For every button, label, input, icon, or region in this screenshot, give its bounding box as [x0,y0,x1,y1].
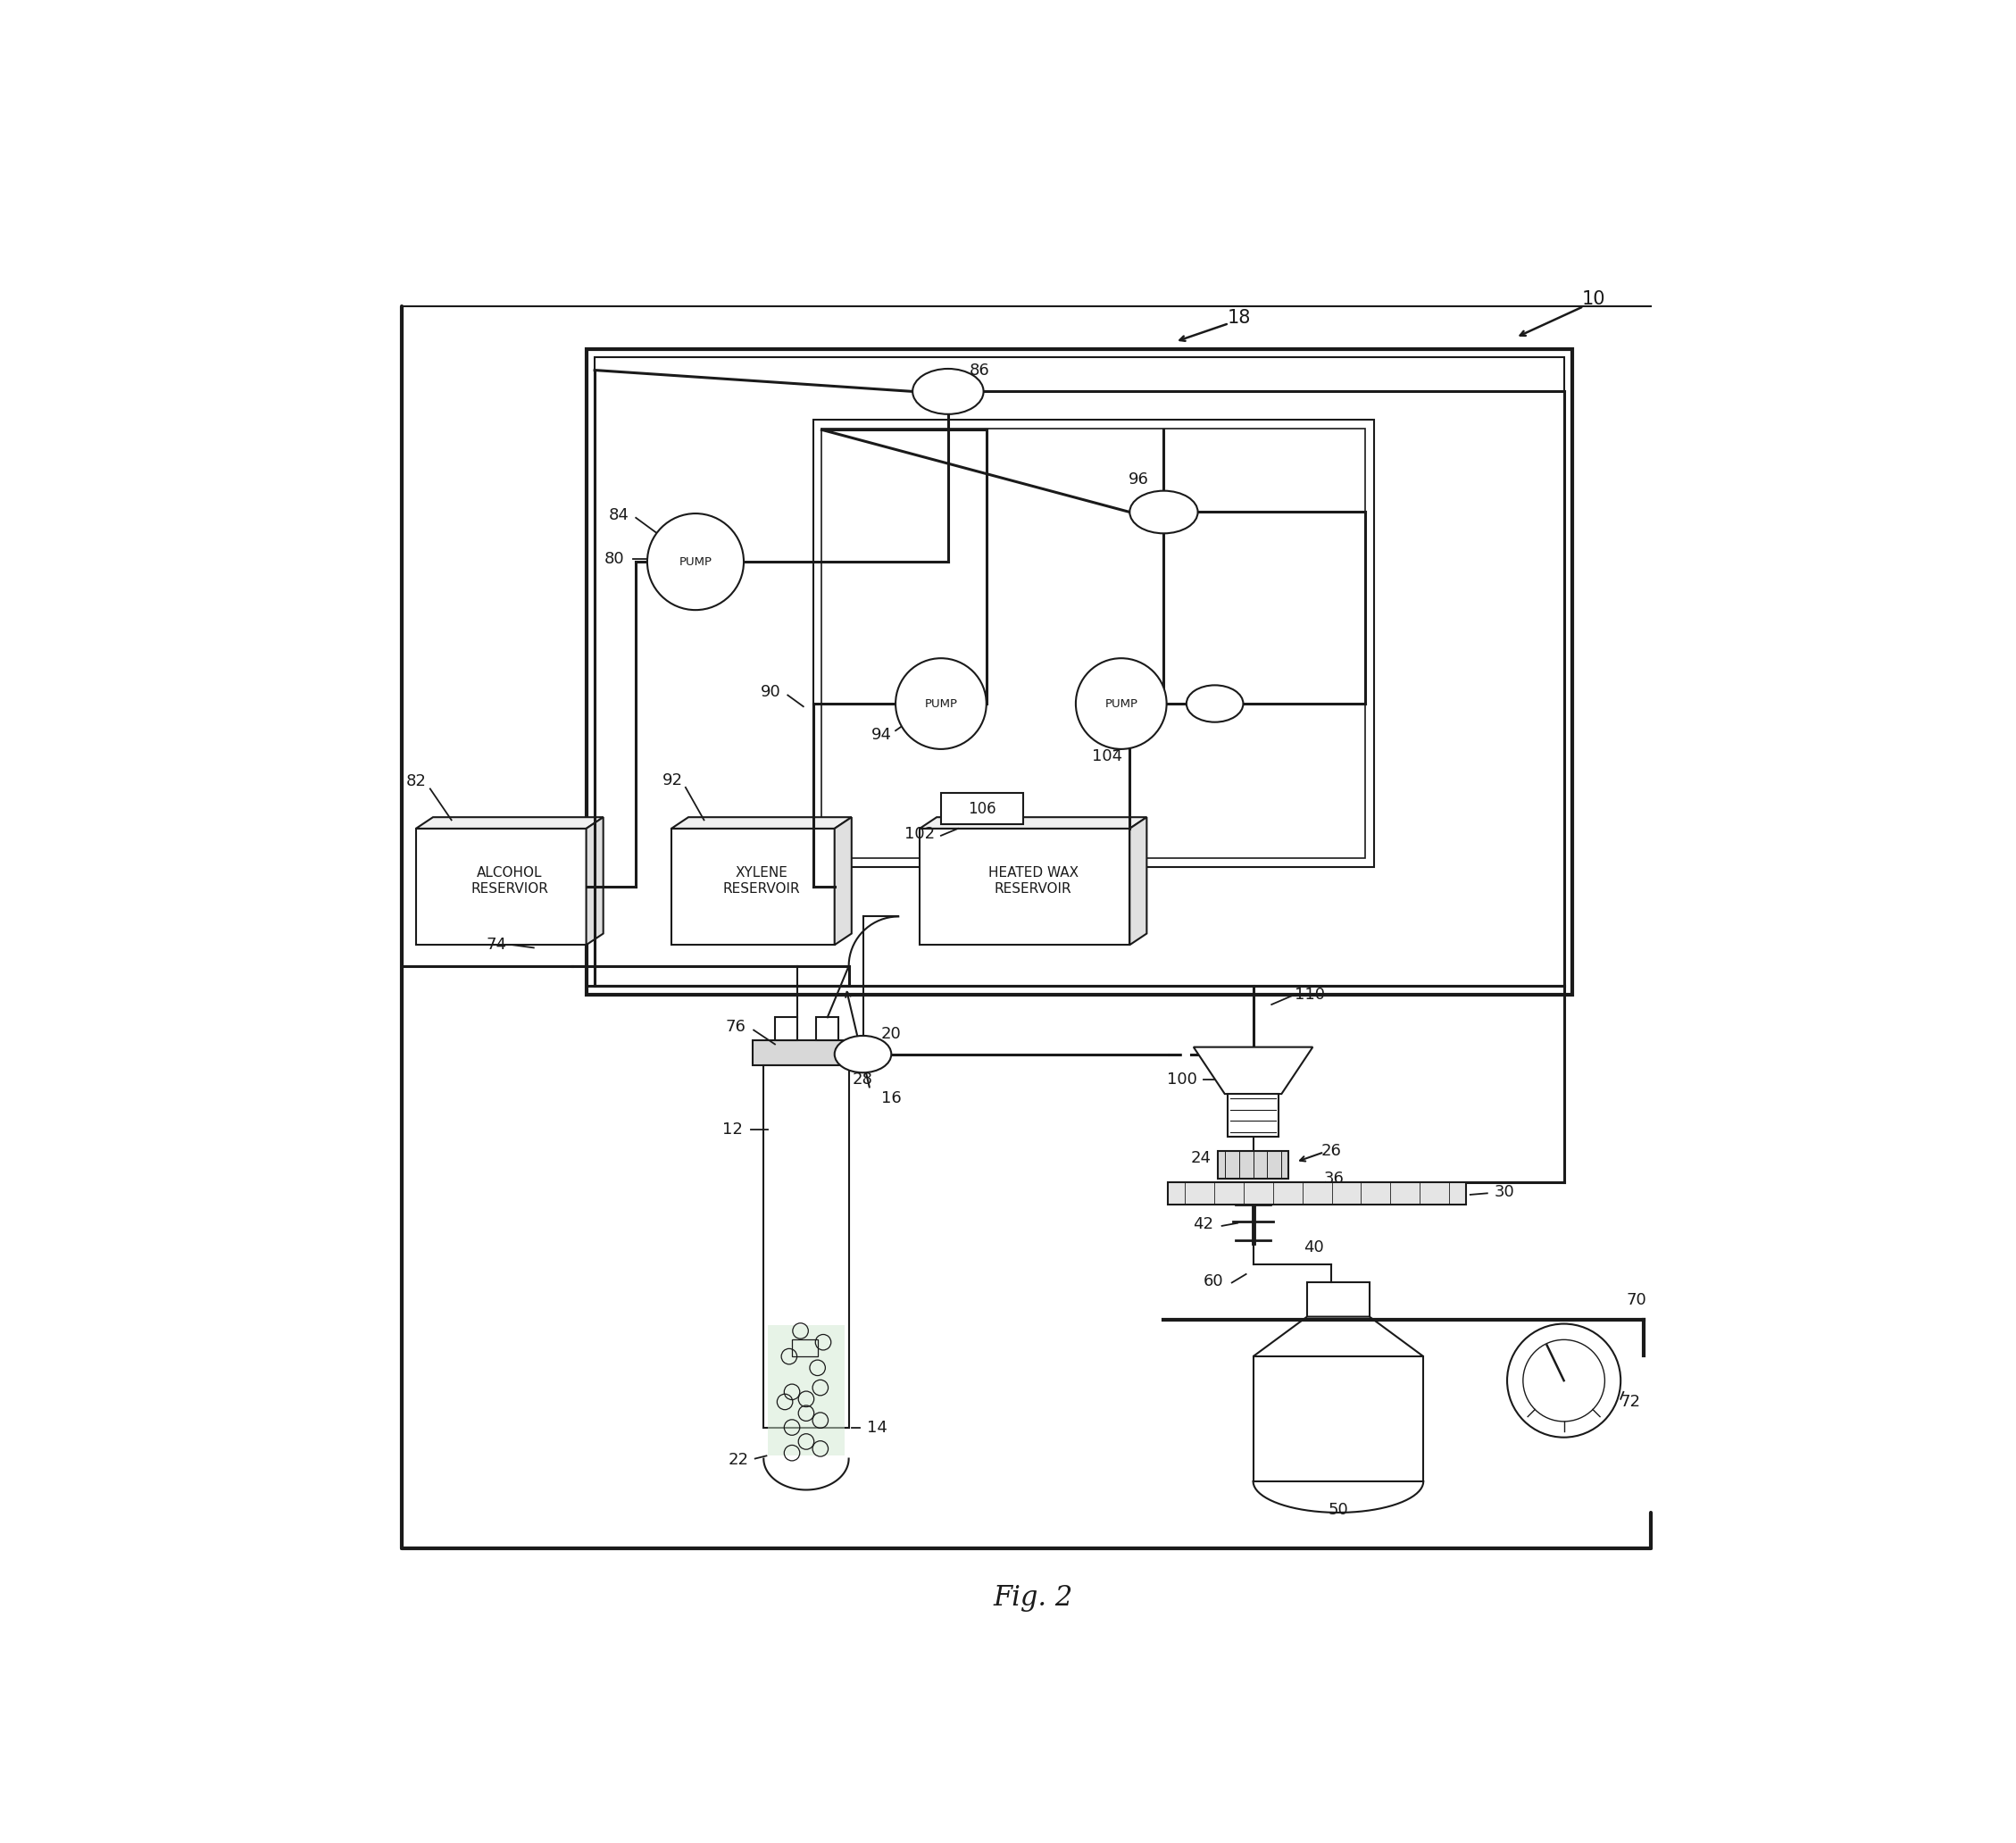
Text: 74: 74 [486,936,508,953]
Text: 82: 82 [405,774,425,791]
Text: 28: 28 [853,1071,873,1087]
Polygon shape [671,816,851,829]
Text: HEATED WAX
RESERVOIR: HEATED WAX RESERVOIR [988,866,1079,896]
Text: 30: 30 [1494,1183,1514,1200]
Circle shape [895,658,986,748]
Polygon shape [1193,1047,1312,1095]
Text: 42: 42 [1193,1216,1214,1233]
Ellipse shape [835,1036,891,1073]
Ellipse shape [1129,490,1198,533]
Text: 18: 18 [1228,310,1250,326]
Text: 22: 22 [728,1452,748,1469]
Text: 84: 84 [609,507,629,523]
Polygon shape [919,829,1129,945]
Bar [1306,1283,1369,1316]
Polygon shape [671,829,835,945]
Bar [768,1325,845,1456]
Text: 10: 10 [1583,291,1605,308]
Bar [941,792,1024,824]
Text: 80: 80 [605,551,625,568]
Polygon shape [835,816,851,945]
Text: 72: 72 [1621,1393,1641,1410]
Bar [1254,1356,1423,1482]
Bar [792,1340,818,1356]
Text: 90: 90 [760,684,780,700]
Text: PUMP: PUMP [679,557,712,568]
Bar [764,1065,849,1426]
Bar [1228,1095,1278,1137]
Polygon shape [415,816,603,829]
Polygon shape [415,829,587,945]
Text: ALCOHOL
RESERVIOR: ALCOHOL RESERVIOR [472,866,548,896]
Polygon shape [587,816,603,945]
Text: 104: 104 [1093,748,1123,765]
Text: PUMP: PUMP [925,698,958,710]
Bar [752,1039,861,1065]
Text: 96: 96 [1129,472,1149,488]
Ellipse shape [913,369,984,415]
Bar [774,1017,798,1039]
Ellipse shape [1187,686,1244,722]
Text: XYLENE
RESERVOIR: XYLENE RESERVOIR [724,866,800,896]
Polygon shape [1129,816,1147,945]
Text: 110: 110 [1294,986,1325,1003]
Polygon shape [1254,1316,1423,1356]
Bar [816,1017,839,1039]
Bar [1167,1181,1466,1205]
Text: Fig. 2: Fig. 2 [994,1583,1073,1611]
Text: 12: 12 [722,1121,742,1137]
Text: 92: 92 [663,772,683,789]
Text: 86: 86 [970,361,990,378]
Text: PUMP: PUMP [1105,698,1137,710]
Text: 70: 70 [1627,1292,1647,1309]
Text: 106: 106 [968,800,996,816]
Text: 36: 36 [1325,1170,1345,1187]
Text: 14: 14 [867,1419,887,1436]
Text: 40: 40 [1304,1238,1325,1255]
Text: 26: 26 [1320,1143,1341,1159]
Text: 76: 76 [726,1019,746,1036]
Text: 60: 60 [1204,1274,1224,1290]
Circle shape [1077,658,1167,748]
Text: 16: 16 [881,1089,901,1106]
Bar [1218,1150,1288,1180]
Polygon shape [919,816,1147,829]
Text: 94: 94 [871,726,891,743]
Text: 50: 50 [1329,1502,1349,1519]
Text: 24: 24 [1189,1150,1212,1167]
Text: 102: 102 [905,826,935,842]
Circle shape [647,514,744,610]
Text: 20: 20 [881,1027,901,1043]
Text: 100: 100 [1167,1071,1198,1087]
Circle shape [1508,1323,1621,1438]
